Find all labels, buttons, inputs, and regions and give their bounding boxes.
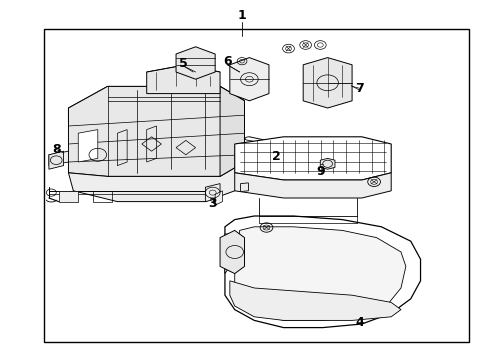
Polygon shape [68, 162, 244, 202]
Polygon shape [220, 230, 244, 274]
Polygon shape [220, 86, 244, 176]
Polygon shape [146, 65, 220, 94]
Text: 9: 9 [315, 165, 324, 177]
Polygon shape [78, 130, 98, 162]
Polygon shape [68, 86, 244, 176]
Text: 5: 5 [179, 57, 187, 69]
Polygon shape [224, 234, 239, 274]
Polygon shape [49, 151, 63, 169]
Polygon shape [68, 86, 244, 122]
Polygon shape [234, 173, 390, 198]
Polygon shape [224, 216, 420, 328]
Polygon shape [49, 151, 68, 166]
Polygon shape [240, 183, 248, 192]
Polygon shape [59, 191, 78, 202]
Text: 4: 4 [354, 316, 363, 329]
Polygon shape [303, 58, 351, 108]
Polygon shape [229, 281, 400, 320]
Text: 8: 8 [52, 143, 61, 156]
Polygon shape [215, 191, 222, 205]
Polygon shape [234, 227, 405, 320]
Text: 1: 1 [237, 9, 246, 22]
Text: 2: 2 [271, 150, 280, 163]
Text: 3: 3 [208, 197, 217, 210]
Polygon shape [176, 47, 215, 79]
Polygon shape [234, 137, 390, 180]
Bar [44, 29, 468, 342]
Polygon shape [229, 58, 268, 101]
Polygon shape [320, 158, 334, 169]
Text: 6: 6 [223, 55, 231, 68]
Polygon shape [205, 184, 220, 202]
Text: 7: 7 [354, 82, 363, 95]
